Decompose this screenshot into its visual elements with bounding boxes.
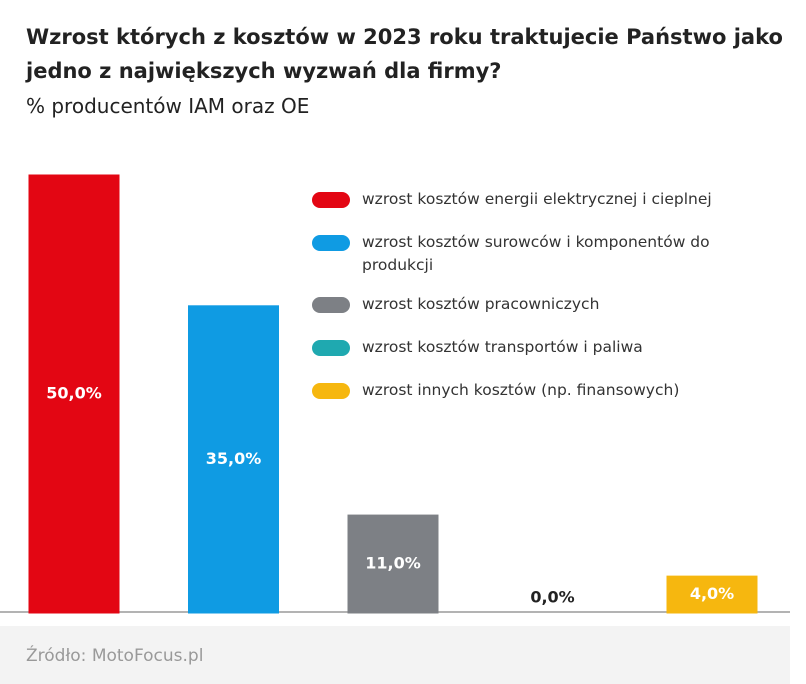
legend-swatch <box>312 192 350 208</box>
legend-item: wzrost kosztów pracowniczych <box>312 293 762 316</box>
legend-item: wzrost innych kosztów (np. finansowych) <box>312 379 762 402</box>
legend-label: wzrost kosztów pracowniczych <box>362 295 600 313</box>
bar <box>188 305 279 614</box>
bar <box>666 575 758 614</box>
legend-swatch <box>312 340 350 356</box>
footer: Źródło: MotoFocus.pl <box>0 626 790 684</box>
chart-subtitle: % producentów IAM oraz OE <box>26 94 310 118</box>
value-label: 35,0% <box>206 449 262 468</box>
legend: wzrost kosztów energii elektrycznej i ci… <box>312 188 782 402</box>
source: Źródło: MotoFocus.pl <box>26 646 204 666</box>
legend-swatch <box>312 235 350 251</box>
legend-label: wzrost kosztów transportów i paliwa <box>362 338 643 356</box>
bar <box>28 174 120 614</box>
legend-item: wzrost kosztów surowców i komponentów do… <box>312 231 762 277</box>
bar <box>347 514 439 614</box>
legend-swatch <box>312 383 350 399</box>
legend-item: wzrost kosztów transportów i paliwa <box>312 336 762 359</box>
value-label: 0,0% <box>530 588 574 607</box>
legend-label: wzrost kosztów energii elektrycznej i ci… <box>362 190 712 208</box>
legend-item: wzrost kosztów energii elektrycznej i ci… <box>312 188 762 211</box>
legend-label: wzrost kosztów surowców i komponentów do… <box>362 233 710 274</box>
legend-label: wzrost innych kosztów (np. finansowych) <box>362 381 680 399</box>
chart-title: Wzrost których z kosztów w 2023 roku tra… <box>26 25 783 83</box>
value-label: 50,0% <box>46 384 102 403</box>
legend-swatch <box>312 297 350 313</box>
value-label: 11,0% <box>365 554 421 573</box>
value-label: 4,0% <box>690 584 734 603</box>
